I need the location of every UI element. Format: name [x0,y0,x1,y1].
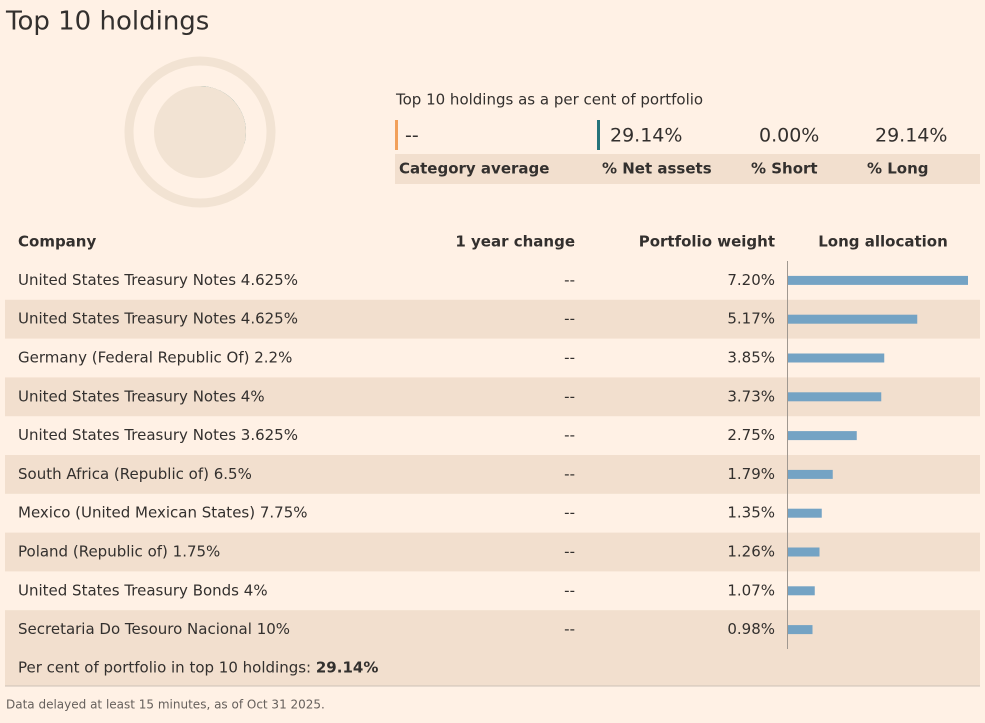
company: Secretaria Do Tesouro Nacional 10% [18,620,290,638]
change: -- [564,620,575,638]
allocation-bar [788,508,822,518]
company: United States Treasury Notes 4% [18,387,265,405]
summary-label: % Long [867,160,929,178]
summary-caption: Top 10 holdings as a per cent of portfol… [395,91,703,109]
change: -- [564,426,575,444]
summary-label-band [395,154,980,184]
footer-value: 29.14% [316,658,378,676]
change: -- [564,581,575,599]
change: -- [564,465,575,483]
change: -- [564,271,575,289]
change: -- [564,504,575,522]
change: -- [564,543,575,561]
change: -- [564,387,575,405]
summary-value: 29.14% [610,125,682,147]
company: Germany (Federal Republic Of) 2.2% [18,349,292,367]
company: South Africa (Republic of) 6.5% [18,465,252,483]
title: Top 10 holdings [5,7,209,37]
weight: 3.85% [727,349,775,367]
footer-label: Per cent of portfolio in top 10 holdings… [18,658,316,676]
column-header: Long allocation [818,233,948,251]
company: Mexico (United Mexican States) 7.75% [18,504,308,522]
weight: 0.98% [727,620,775,638]
note: Data delayed at least 15 minutes, as of … [6,698,325,712]
row-band [5,610,980,649]
donut-ring [124,56,276,208]
weight: 2.75% [727,426,775,444]
summary-value: 29.14% [875,125,947,147]
company: United States Treasury Bonds 4% [18,581,268,599]
summary-label: % Short [751,160,818,178]
company: Poland (Republic of) 1.75% [18,543,220,561]
summary-label: % Net assets [602,160,712,178]
allocation-bar [788,275,968,285]
summary-value: -- [405,125,419,147]
allocation-bar [788,469,833,479]
donut-base [154,86,246,178]
allocation-bar [788,547,820,557]
allocation-bar [788,586,815,596]
allocation-bar [788,431,857,441]
weight: 1.26% [727,543,775,561]
net-assets-marker [597,120,600,150]
change: -- [564,349,575,367]
category-marker [395,120,398,150]
weight: 5.17% [727,310,775,328]
weight: 3.73% [727,387,775,405]
allocation-bar [788,392,882,402]
weight: 1.79% [727,465,775,483]
company: United States Treasury Notes 3.625% [18,426,298,444]
allocation-bar [788,625,813,635]
summary-label: Category average [399,160,549,178]
company: United States Treasury Notes 4.625% [18,310,298,328]
summary-value: 0.00% [759,125,819,147]
change: -- [564,310,575,328]
weight: 7.20% [727,271,775,289]
company: United States Treasury Notes 4.625% [18,271,298,289]
weight: 1.07% [727,581,775,599]
column-header: 1 year change [455,233,575,251]
footer: Per cent of portfolio in top 10 holdings… [18,658,378,676]
column-header: Company [18,233,96,251]
column-header: Portfolio weight [639,233,775,251]
weight: 1.35% [727,504,775,522]
table-body: United States Treasury Notes 4.625% -- 7.2… [5,261,980,686]
allocation-bar [788,314,918,324]
footer-band [5,649,980,686]
allocation-bar [788,353,885,363]
